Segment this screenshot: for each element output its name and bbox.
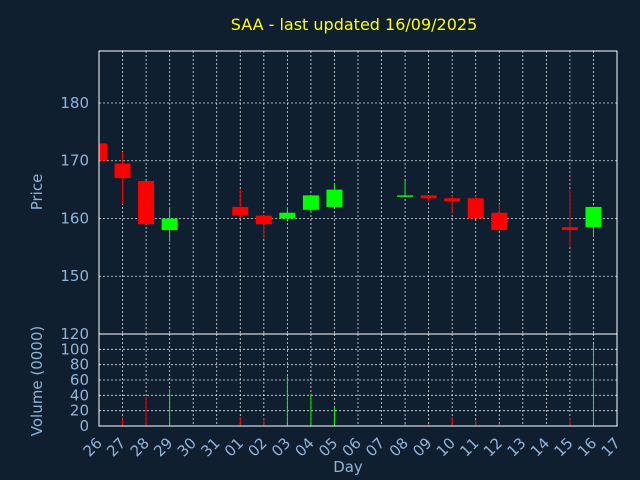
candle-body	[302, 195, 319, 210]
volume-tick-label: 120	[60, 325, 89, 343]
candle-body	[444, 198, 461, 202]
price-tick-label: 170	[60, 152, 89, 170]
x-tick-label: 28	[127, 434, 153, 460]
x-tick-label: 09	[409, 434, 435, 460]
price-gridlines	[99, 51, 617, 334]
x-tick-label: 15	[551, 434, 577, 460]
candle-body	[420, 195, 437, 199]
x-tick-label: 30	[174, 434, 200, 460]
candle-body	[467, 198, 484, 219]
price-tick-label: 150	[60, 267, 89, 285]
x-tick-label: 03	[268, 434, 294, 460]
candle-body	[397, 195, 414, 197]
candle-body	[138, 180, 155, 225]
candle-body	[491, 212, 508, 231]
x-tick-label: 13	[503, 434, 529, 460]
x-tick-label: 01	[221, 434, 247, 460]
volume-bars	[122, 343, 594, 426]
candle-body	[585, 206, 602, 228]
candle-body	[326, 189, 343, 207]
x-tick-label: 26	[80, 434, 106, 460]
volume-tick-label: 100	[60, 340, 89, 358]
price-candles	[98, 143, 602, 248]
x-tick-label: 07	[362, 434, 388, 460]
x-axis-label: Day	[333, 458, 363, 476]
volume-gridlines	[99, 334, 617, 426]
x-tick-label: 08	[386, 434, 412, 460]
candle-body	[279, 212, 296, 219]
candle-body	[161, 218, 178, 231]
x-tick-label: 12	[480, 434, 506, 460]
x-tick-label: 06	[339, 434, 365, 460]
candle-body	[232, 206, 249, 216]
volume-tick-label: 0	[79, 417, 89, 435]
candle-body	[99, 143, 107, 161]
chart-title: SAA - last updated 16/09/2025	[231, 15, 478, 34]
volume-tick-label: 20	[70, 402, 89, 420]
x-tick-label: 11	[456, 434, 482, 460]
x-tick-label: 16	[574, 434, 600, 460]
price-tick-label: 180	[60, 94, 89, 112]
candle-body	[255, 215, 272, 225]
volume-axis-label: Volume (0000)	[28, 326, 46, 436]
candle-body	[561, 227, 578, 231]
candle-body	[114, 163, 131, 179]
price-y-ticks: 150 160 170 180	[60, 94, 89, 285]
price-axis-label: Price	[28, 174, 46, 211]
volume-tick-label: 40	[70, 386, 89, 404]
volume-tick-label: 60	[70, 371, 89, 389]
x-tick-label: 29	[150, 434, 176, 460]
x-tick-label: 17	[598, 434, 624, 460]
x-tick-label: 14	[527, 434, 553, 460]
volume-tick-label: 80	[70, 356, 89, 374]
x-tick-label: 10	[433, 434, 459, 460]
x-tick-label: 04	[292, 434, 318, 460]
price-tick-label: 160	[60, 209, 89, 227]
x-axis-ticks: 2627282930310102030405060708091011121314…	[80, 434, 624, 460]
x-tick-label: 05	[315, 434, 341, 460]
x-tick-label: 27	[103, 434, 129, 460]
volume-plot-frame	[98, 333, 618, 427]
x-tick-label: 02	[244, 434, 270, 460]
x-tick-label: 31	[197, 434, 223, 460]
